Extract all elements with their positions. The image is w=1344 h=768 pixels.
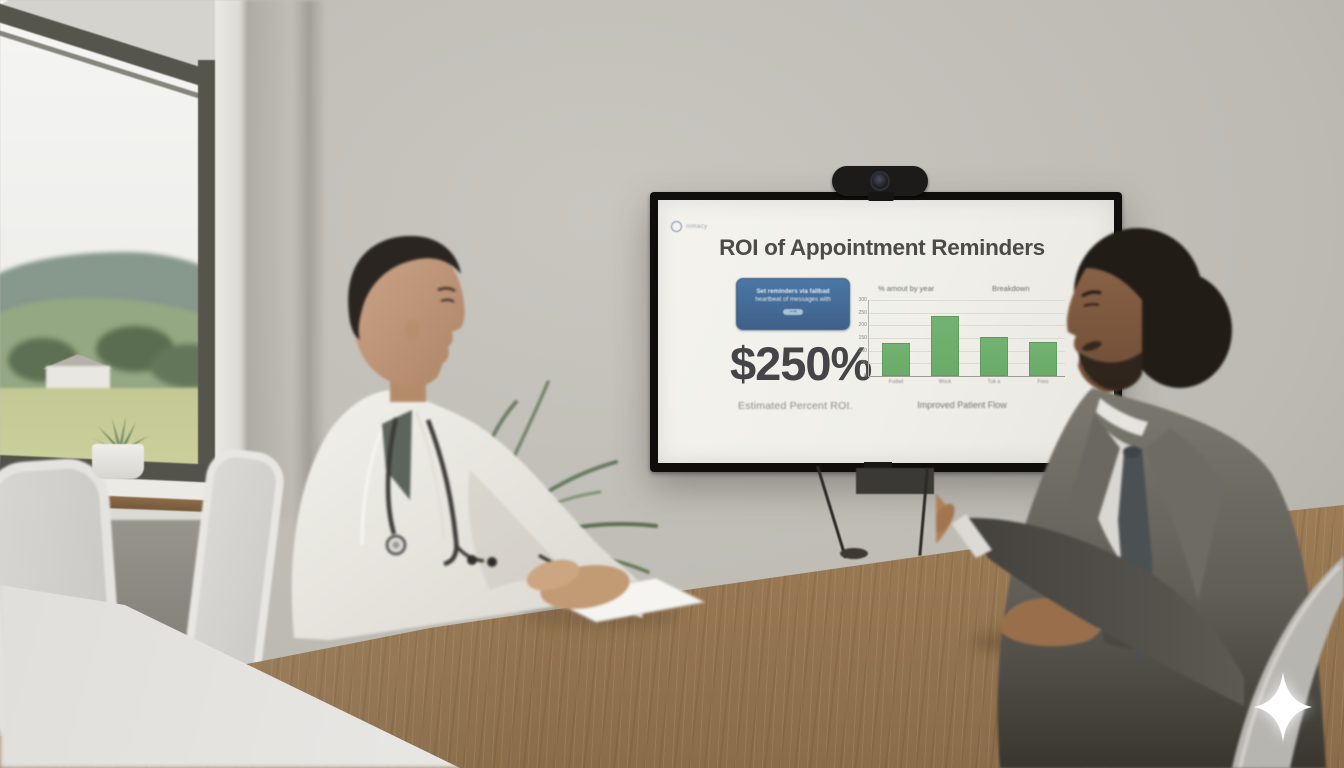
chair-armrest (1232, 556, 1344, 768)
tv-cable (816, 465, 848, 559)
bar-chart: % amout by year Breakdown 300 250 200 150 10… (850, 282, 1074, 424)
stethoscope (425, 419, 459, 567)
bar (1028, 342, 1057, 376)
beard (1078, 352, 1142, 391)
roi-stat-caption: Estimated Percent ROI. (738, 400, 853, 412)
stethoscope (385, 417, 399, 535)
tv-screen: nimacy ROI of Appointment Reminders Set … (650, 192, 1122, 472)
lapel (1144, 428, 1224, 600)
x-tick-label: Foss (1036, 379, 1049, 385)
logo-ring-icon (671, 221, 682, 232)
logo-text: nimacy (686, 223, 708, 230)
hair (348, 236, 461, 340)
x-tick-label: Wock (938, 379, 951, 385)
lapel (1070, 414, 1120, 532)
y-tick-label: 50 (861, 360, 867, 366)
y-tick-label: 200 (858, 322, 867, 328)
sparkle-icon (1254, 672, 1312, 742)
bar (979, 337, 1008, 376)
x-tick-label: Fudad (888, 379, 903, 385)
chart-caption: Improved Patient Flow (917, 400, 1007, 410)
chart-plot: 300 250 200 150 100 50 0 Fudad Wock Tuk a Foss (858, 297, 1065, 385)
wall-shading (244, 0, 296, 520)
gridline (869, 350, 1065, 352)
y-tick-label: 0 (864, 373, 867, 379)
bar (930, 316, 959, 376)
gridline (869, 363, 1065, 365)
y-tick-label: 300 (858, 297, 867, 303)
callout-box: Set reminders via fallbad heartbeat of m… (736, 278, 850, 330)
callout-line2: heartbeat of messages with (755, 296, 831, 303)
chart-legend: Breakdown (992, 284, 1030, 293)
plant-pot (92, 444, 144, 479)
roi-stat: $250% (730, 337, 872, 390)
webcam-lens-icon (870, 171, 890, 191)
shirt-cuff (952, 514, 992, 558)
bar (881, 343, 910, 376)
gridline (869, 300, 1065, 301)
gridline (869, 312, 1065, 314)
presentation-slide: nimacy ROI of Appointment Reminders Set … (658, 200, 1114, 463)
gridline (869, 325, 1065, 327)
ear (405, 319, 419, 341)
chart-title: % amout by year (878, 284, 935, 293)
webcam-mount (868, 192, 894, 201)
window-casing (215, 0, 247, 478)
gridline (869, 338, 1065, 339)
cable-grommet (840, 548, 868, 559)
arrow-icon: ⟶ (783, 309, 803, 315)
tv-logo-nub (864, 462, 892, 472)
y-tick-label: 250 (858, 310, 867, 316)
businessman (936, 228, 1344, 768)
slide-logo: nimacy (671, 221, 707, 232)
y-tick-label: 100 (858, 348, 867, 354)
shirt (382, 410, 412, 500)
slide-title: ROI of Appointment Reminders (719, 235, 1045, 260)
webcam (832, 166, 928, 196)
tv-wall-mount (856, 468, 934, 494)
suit-sleeve (964, 517, 1244, 706)
x-tick-label: Tuk a (987, 379, 1000, 385)
doctor (291, 236, 706, 640)
face (353, 245, 465, 388)
collar (1096, 398, 1148, 436)
y-tick-label: 150 (858, 335, 867, 341)
callout-line1: Set reminders via fallbad (756, 288, 830, 295)
window-frame (198, 60, 215, 480)
